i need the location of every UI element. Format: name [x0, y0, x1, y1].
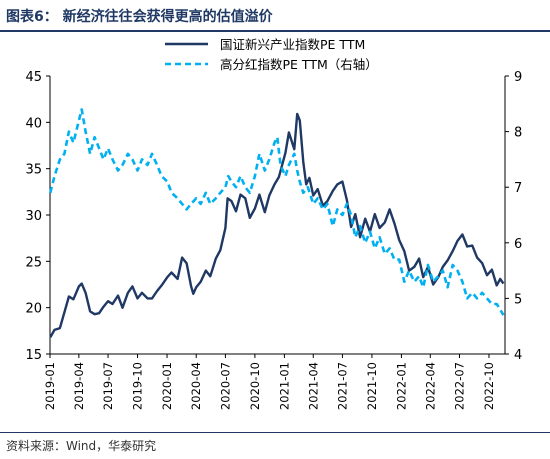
x-tick-label: 2020-04 — [189, 362, 203, 410]
x-tick-label: 2021-07 — [335, 362, 349, 410]
figure-header: 图表6： 新经济往往会获得更高的估值溢价 — [0, 0, 550, 32]
legend-label-1: 国证新兴产业指数PE TTM — [220, 37, 365, 52]
series-1 — [49, 112, 505, 338]
x-tick-label: 2022-01 — [394, 362, 408, 410]
right-tick-label: 7 — [514, 181, 522, 196]
series-line-1 — [49, 112, 505, 338]
series-2 — [49, 108, 505, 316]
x-tick-label: 2019-01 — [43, 362, 57, 410]
x-tick-label: 2020-07 — [218, 362, 232, 410]
legend-label-2: 高分红指数PE TTM（右轴） — [220, 57, 378, 72]
left-tick-label: 25 — [25, 255, 42, 270]
x-tick-label: 2021-01 — [277, 362, 291, 410]
left-tick-label: 35 — [25, 163, 42, 178]
header-rule — [0, 30, 550, 32]
figure-title: 图表6： 新经济往往会获得更高的估值溢价 — [6, 9, 273, 25]
left-tick-label: 45 — [25, 70, 42, 85]
source-note: 资料来源：Wind，华泰研究 — [6, 439, 157, 453]
left-tick-label: 20 — [25, 302, 42, 317]
x-tick-label: 2020-01 — [160, 362, 174, 410]
x-tick-label: 2022-04 — [423, 362, 437, 410]
series-line-2 — [49, 108, 505, 316]
x-tick-label: 2019-07 — [101, 362, 115, 410]
series-layer — [49, 108, 505, 338]
x-tick-label: 2021-04 — [306, 362, 320, 410]
left-tick-label: 30 — [25, 209, 42, 224]
x-tick-label: 2019-04 — [72, 362, 86, 410]
x-tick-label: 2022-10 — [482, 362, 496, 410]
left-tick-label: 15 — [25, 348, 42, 363]
right-tick-label: 8 — [514, 126, 522, 141]
chart-legend: 国证新兴产业指数PE TTM 高分红指数PE TTM（右轴） — [165, 37, 378, 72]
right-tick-label: 4 — [514, 348, 522, 363]
x-tick-label: 2022-07 — [452, 362, 466, 410]
footer-rule — [0, 432, 550, 433]
x-tick-label: 2019-10 — [131, 362, 145, 410]
chart-area: 国证新兴产业指数PE TTM 高分红指数PE TTM（右轴） 15 20 25 30 35… — [25, 37, 522, 410]
right-tick-label: 9 — [514, 70, 522, 85]
x-tick-label: 2021-10 — [365, 362, 379, 410]
left-tick-label: 40 — [25, 116, 42, 131]
right-tick-label: 5 — [514, 292, 522, 307]
right-tick-label: 6 — [514, 237, 522, 252]
x-tick-label: 2020-10 — [248, 362, 262, 410]
